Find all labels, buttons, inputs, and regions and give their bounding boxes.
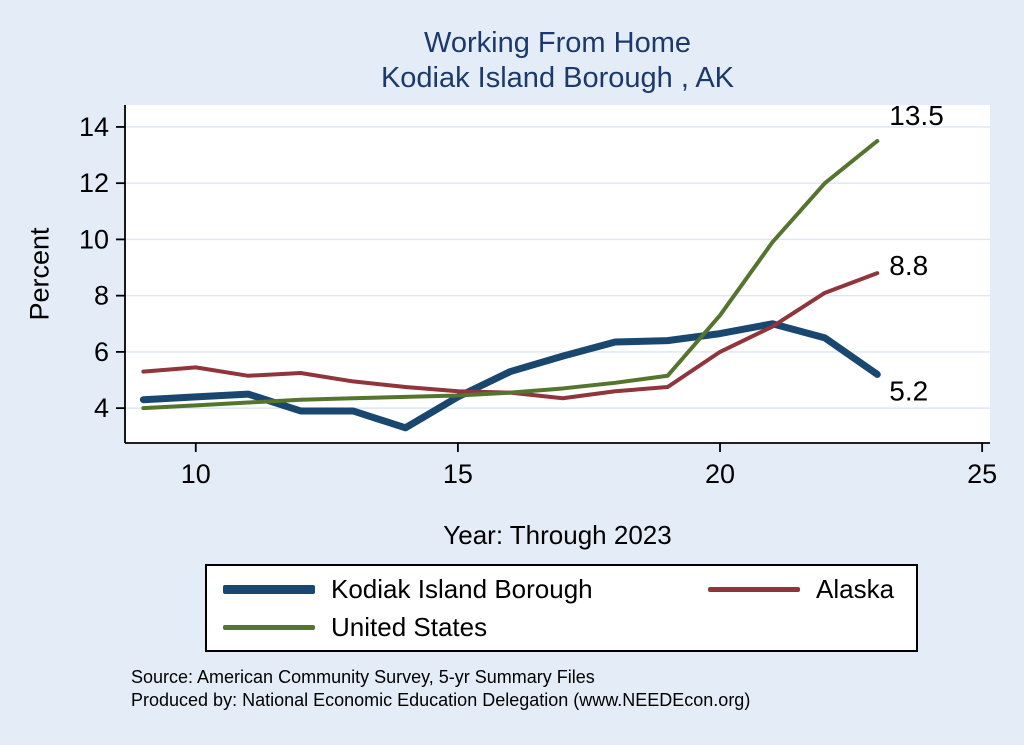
y-tick-label-10: 10 [79,224,109,254]
legend-item-kodiak: Kodiak Island Borough [207,574,692,605]
x-tick-label-15: 15 [443,459,473,489]
y-tick-label-14: 14 [79,112,109,142]
legend: Kodiak Island Borough Alaska United Stat… [205,564,918,652]
end-label-alaska: 8.8 [889,250,928,281]
chart-title-line1: Working From Home [424,27,691,59]
y-tick-label-4: 4 [94,393,109,423]
y-tick-label-6: 6 [94,337,109,367]
x-tick-label-10: 10 [181,459,211,489]
legend-item-alaska: Alaska [692,574,916,605]
legend-swatch-united-states [223,624,315,630]
x-tick-label-20: 20 [705,459,735,489]
x-axis-title: Year: Through 2023 [443,520,672,550]
legend-label-alaska: Alaska [816,573,895,604]
y-tick-label-12: 12 [79,168,109,198]
y-tick-label-8: 8 [94,281,109,311]
chart-title: Working From Home Kodiak Island Borough … [125,26,990,96]
legend-swatch-kodiak [223,584,315,594]
legend-label-kodiak: Kodiak Island Borough [331,573,593,604]
y-axis-title: Percent [24,227,55,321]
produced-by-line: Produced by: National Economic Education… [131,690,751,710]
source-notes: Source: American Community Survey, 5-yr … [131,666,750,712]
legend-swatch-alaska [708,586,800,592]
source-line: Source: American Community Survey, 5-yr … [131,667,595,687]
series-line-united-states [141,138,880,411]
chart-title-line2: Kodiak Island Borough , AK [380,62,735,94]
legend-item-united-states: United States [207,612,692,643]
x-tick-label-25: 25 [967,459,997,489]
legend-label-united-states: United States [331,611,488,642]
end-label-united-states: 13.5 [889,100,944,131]
end-label-kodiak-island-borough: 5.2 [889,375,928,406]
plot-area [125,105,990,443]
